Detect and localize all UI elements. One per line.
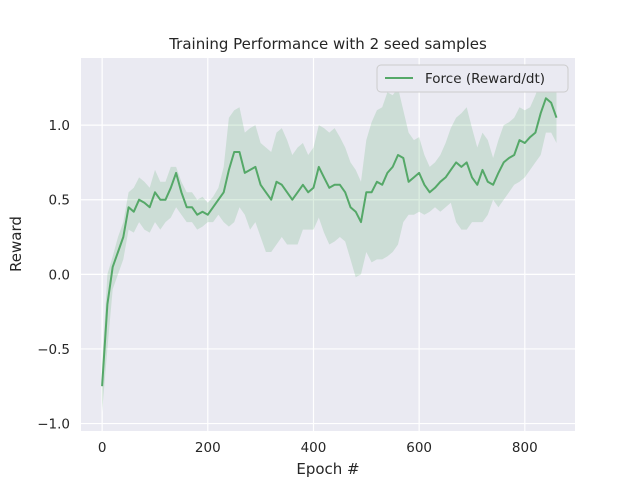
y-axis-ticks: −1.0 −0.5 0.0 0.5 1.0 [37, 118, 70, 432]
legend: Force (Reward/dt) [376, 64, 569, 93]
x-tick-label: 800 [512, 440, 538, 456]
series-line-layer [101, 97, 558, 387]
x-axis-ticks: 0 200 400 600 800 [98, 440, 538, 456]
confidence-band-layer [102, 77, 557, 412]
legend-label: Force (Reward/dt) [425, 71, 545, 87]
y-tick-label: 0.0 [49, 267, 70, 283]
x-tick-label: 200 [195, 440, 221, 456]
y-tick-label: −0.5 [37, 342, 70, 358]
y-tick-label: 0.5 [49, 193, 70, 209]
x-tick-label: 0 [98, 440, 107, 456]
legend-box [376, 64, 569, 93]
x-tick-label: 600 [406, 440, 432, 456]
chart-title: Training Performance with 2 seed samples [168, 35, 487, 53]
y-tick-label: −1.0 [37, 417, 70, 433]
plot-area [81, 58, 575, 431]
series-line [101, 97, 558, 387]
series-confidence-band [102, 77, 557, 412]
y-axis-label: Reward [7, 216, 25, 272]
x-axis-label: Epoch # [296, 460, 359, 478]
x-tick-label: 400 [301, 440, 327, 456]
y-tick-label: 1.0 [49, 118, 70, 134]
grid-lines [81, 58, 575, 431]
